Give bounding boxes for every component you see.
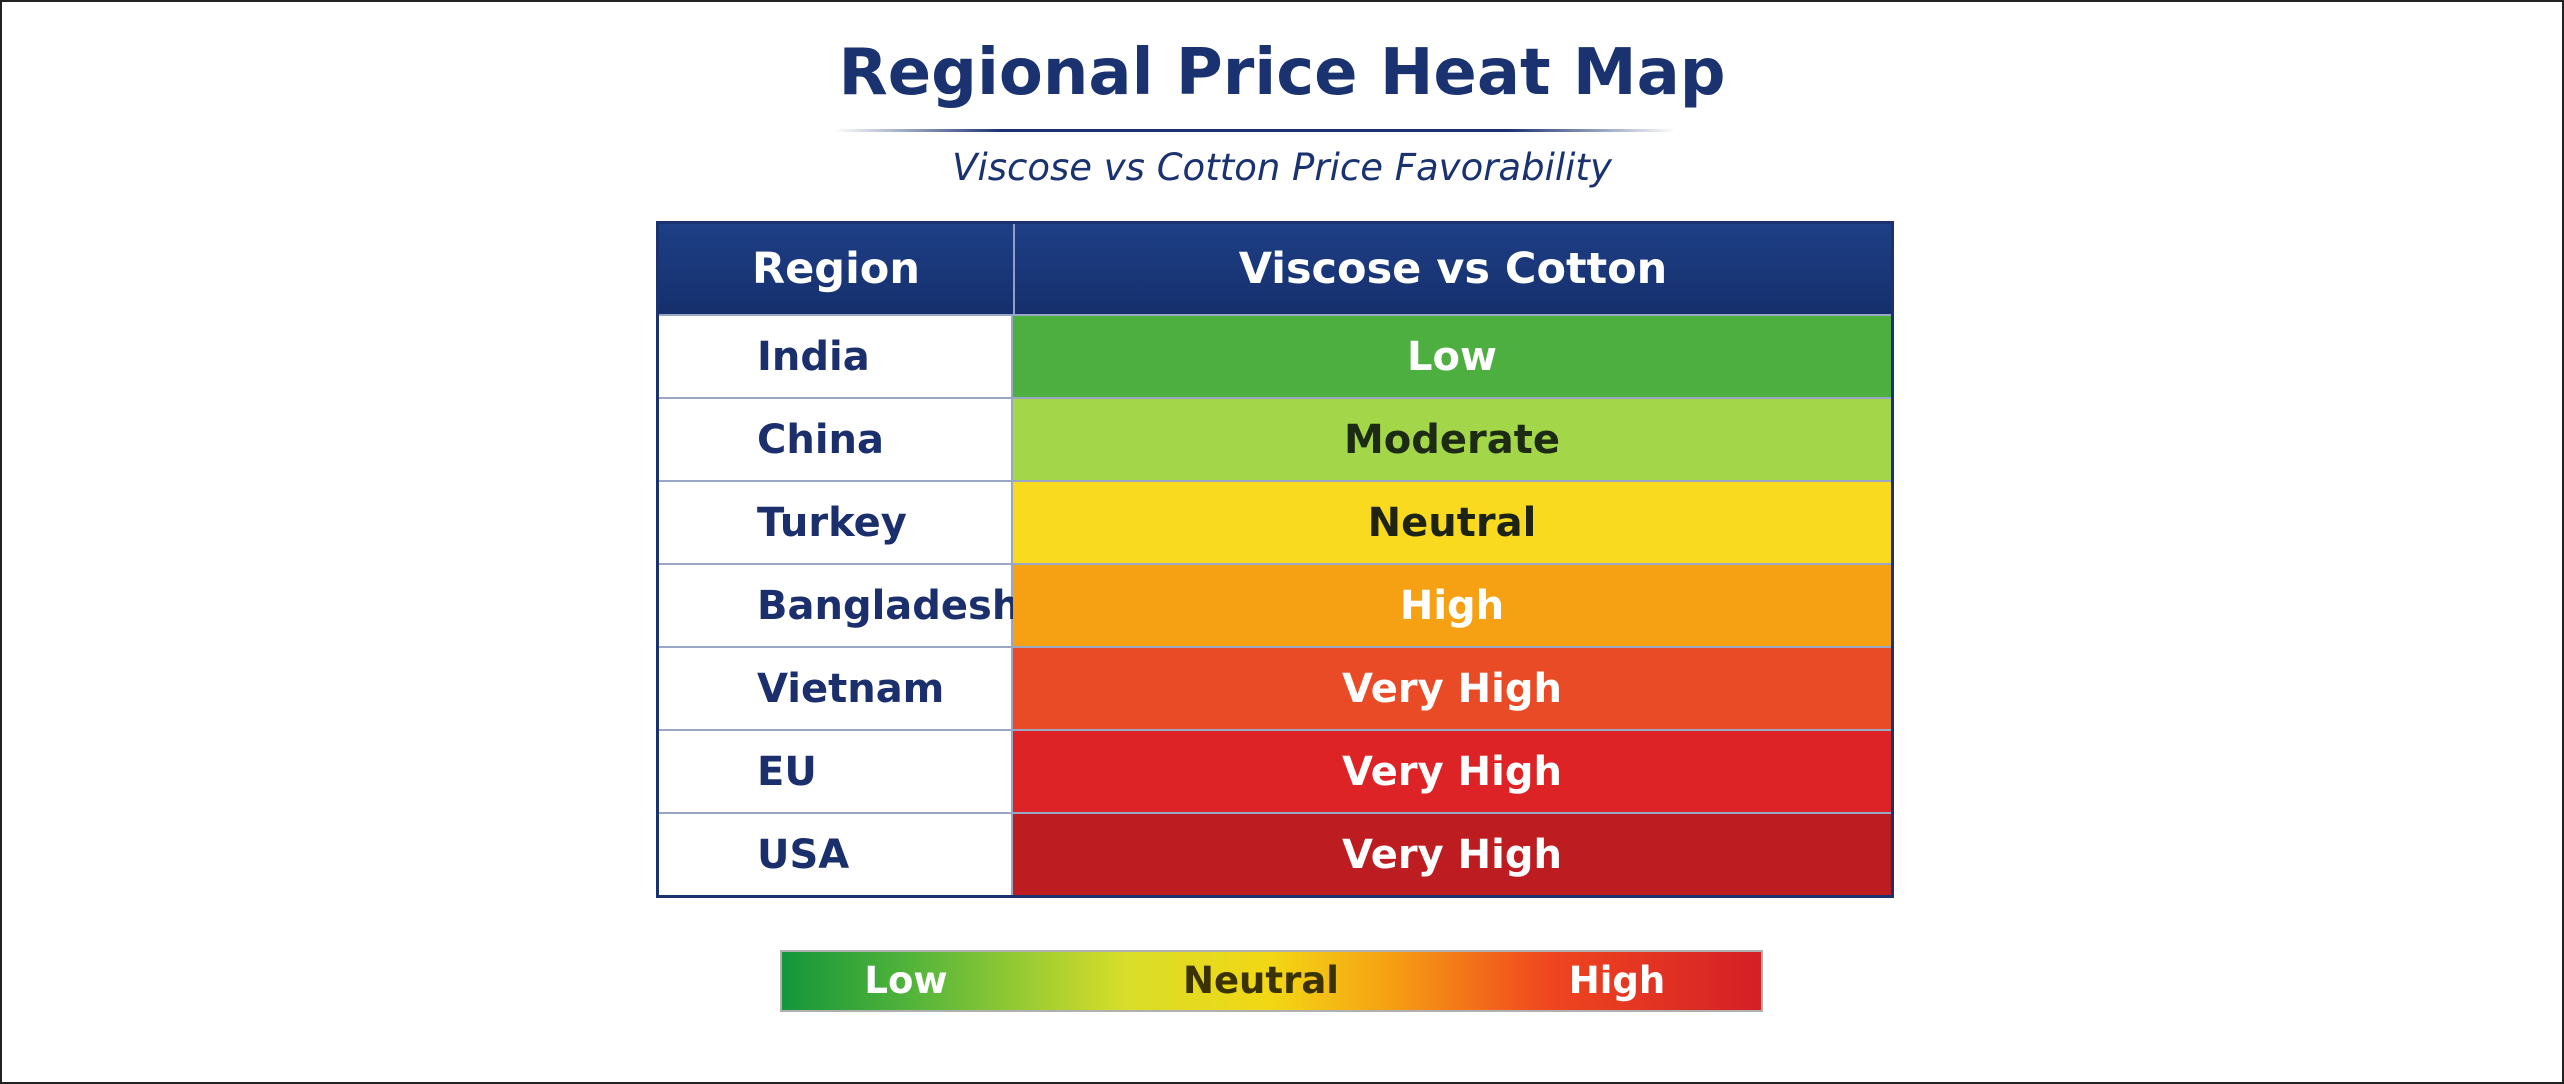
region-cell: USA bbox=[659, 814, 1013, 895]
legend-label: High bbox=[1568, 959, 1666, 1002]
level-cell: Very High bbox=[1013, 731, 1891, 812]
column-header: Region bbox=[659, 224, 1015, 314]
table-row: EU Very High bbox=[659, 729, 1891, 812]
region-cell: China bbox=[659, 399, 1013, 480]
legend-label: Low bbox=[864, 959, 948, 1002]
level-cell: Low bbox=[1013, 316, 1891, 397]
table-row: Vietnam Very High bbox=[659, 646, 1891, 729]
region-cell: EU bbox=[659, 731, 1013, 812]
region-cell: Turkey bbox=[659, 482, 1013, 563]
region-cell: India bbox=[659, 316, 1013, 397]
legend-label: Neutral bbox=[1183, 959, 1339, 1002]
subtitle: Viscose vs Cotton Price Favorability bbox=[952, 146, 1612, 189]
title-rule bbox=[834, 129, 1676, 132]
level-cell: Very High bbox=[1013, 648, 1891, 729]
title: Regional Price Heat Map bbox=[838, 36, 1726, 110]
table-row: India Low bbox=[659, 314, 1891, 397]
table-row: Bangladesh High bbox=[659, 563, 1891, 646]
column-header: Viscose vs Cotton bbox=[1238, 244, 1668, 294]
region-cell: Bangladesh bbox=[659, 565, 1020, 646]
legend-bar: Low Neutral High bbox=[780, 950, 1763, 1012]
level-cell: High bbox=[1013, 565, 1891, 646]
table-row: China Moderate bbox=[659, 397, 1891, 480]
level-cell: Neutral bbox=[1013, 482, 1891, 563]
header-row: Region Viscose vs Cotton bbox=[659, 224, 1891, 314]
level-cell: Moderate bbox=[1013, 399, 1891, 480]
region-cell: Vietnam bbox=[659, 648, 1013, 729]
heat-table: Region Viscose vs Cotton India Low China Mo… bbox=[656, 221, 1894, 898]
table-row: Turkey Neutral bbox=[659, 480, 1891, 563]
table-row: USA Very High bbox=[659, 812, 1891, 895]
level-cell: Very High bbox=[1013, 814, 1891, 895]
